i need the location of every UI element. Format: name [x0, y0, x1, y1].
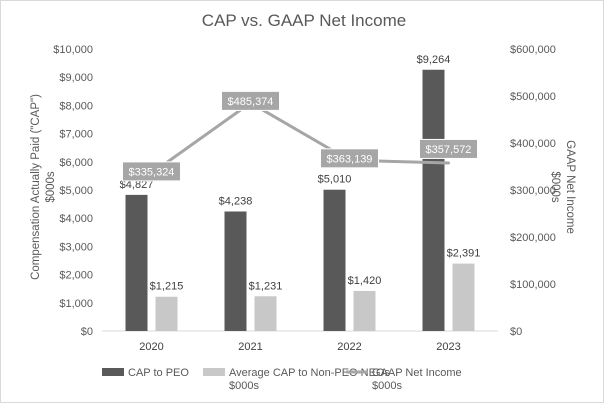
category-label: 2022 — [337, 341, 361, 353]
left-tick-label: $6,000 — [59, 157, 93, 169]
chart-title: CAP vs. GAAP Net Income — [202, 11, 406, 30]
right-tick-label: $600,000 — [510, 44, 556, 56]
bar-label-cap-peo: $9,264 — [417, 54, 451, 66]
net-income-label-box — [320, 148, 379, 169]
right-axis-ticks: $0 $100,000 $200,000 $300,000 $400,000 $500,0… — [510, 44, 556, 338]
left-axis-title-line: $000s — [45, 171, 57, 203]
bar-label-avg-cap-neo: $1,231 — [249, 280, 283, 292]
bar-avg-cap-neo — [353, 290, 376, 331]
right-axis-title-line: GAAP Net Income — [564, 140, 576, 234]
net-income-label: $335,324 — [129, 166, 175, 178]
left-axis-title-line: Compensation Actually Paid ("CAP") — [30, 94, 42, 280]
right-tick-label: $300,000 — [510, 185, 556, 197]
bar-label-cap-peo: $4,827 — [120, 179, 154, 191]
bar-label-cap-peo: $4,238 — [219, 195, 253, 207]
bar-data-labels: $4,827 $4,238 $5,010 $9,264 $1,215 $1,231 $1,4… — [120, 54, 481, 293]
category-label: 2021 — [238, 341, 262, 353]
left-tick-label: $2,000 — [59, 270, 93, 282]
net-income-point — [447, 161, 450, 165]
left-tick-label: $1,000 — [59, 298, 93, 310]
bar-label-avg-cap-neo: $1,215 — [150, 281, 184, 293]
net-income-label-box — [419, 138, 478, 159]
category-labels: 2020 2021 2022 2023 — [139, 341, 460, 353]
net-income-label-box — [221, 90, 280, 111]
bar-avg-cap-neo — [254, 296, 277, 331]
bar-marks — [125, 69, 475, 332]
left-tick-label: $7,000 — [59, 129, 93, 141]
legend-label: Average CAP to Non-PEO NEOs — [229, 367, 390, 379]
category-label: 2020 — [139, 341, 163, 353]
right-axis-title-line: $000s — [549, 171, 561, 203]
legend-label: CAP to PEO — [128, 367, 189, 379]
left-axis-ticks: $0 $1,000 $2,000 $3,000 $4,000 $5,000 $6,000 $7… — [53, 44, 93, 338]
right-tick-label: $200,000 — [510, 232, 556, 244]
legend-label: $000s — [229, 380, 259, 392]
bar-avg-cap-neo — [155, 296, 178, 331]
left-tick-label: $4,000 — [59, 213, 93, 225]
left-tick-label: $10,000 — [53, 44, 93, 56]
bar-cap-peo — [323, 189, 346, 331]
right-tick-label: $0 — [510, 326, 522, 338]
net-income-label: $485,374 — [228, 96, 274, 108]
left-tick-label: $0 — [81, 326, 93, 338]
bar-cap-peo — [125, 194, 148, 331]
bar-label-cap-peo: $5,010 — [318, 174, 352, 186]
bar-avg-cap-neo — [452, 263, 475, 331]
net-income-polyline — [150, 101, 449, 175]
right-tick-label: $400,000 — [510, 138, 556, 150]
legend: CAP to PEO Average CAP to Non-PEO NEOs$00… — [102, 367, 462, 392]
legend-swatch — [102, 368, 124, 376]
net-income-data-labels: $335,324 $485,374 $363,139 $357,572 — [122, 90, 478, 182]
legend-label: $000s — [372, 380, 402, 392]
legend-label: GAAP Net Income — [372, 367, 462, 379]
left-tick-label: $3,000 — [59, 241, 93, 253]
bar-cap-peo — [422, 69, 445, 332]
legend-swatch — [203, 368, 225, 376]
left-tick-label: $5,000 — [59, 185, 93, 197]
category-label: 2023 — [436, 341, 460, 353]
net-income-label-box — [122, 161, 181, 182]
net-income-label: $363,139 — [327, 153, 373, 165]
right-tick-label: $100,000 — [510, 279, 556, 291]
bar-cap-peo — [224, 211, 247, 331]
right-tick-label: $500,000 — [510, 91, 556, 103]
net-income-label: $357,572 — [426, 144, 472, 156]
bar-label-avg-cap-neo: $1,420 — [348, 275, 382, 287]
net-income-line — [150, 101, 450, 175]
left-axis-title: Compensation Actually Paid ("CAP") $000s — [30, 94, 57, 280]
right-axis-title: GAAP Net Income$000s — [549, 140, 576, 234]
left-tick-label: $8,000 — [59, 100, 93, 112]
bar-label-avg-cap-neo: $2,391 — [447, 248, 481, 260]
left-tick-label: $9,000 — [59, 72, 93, 84]
